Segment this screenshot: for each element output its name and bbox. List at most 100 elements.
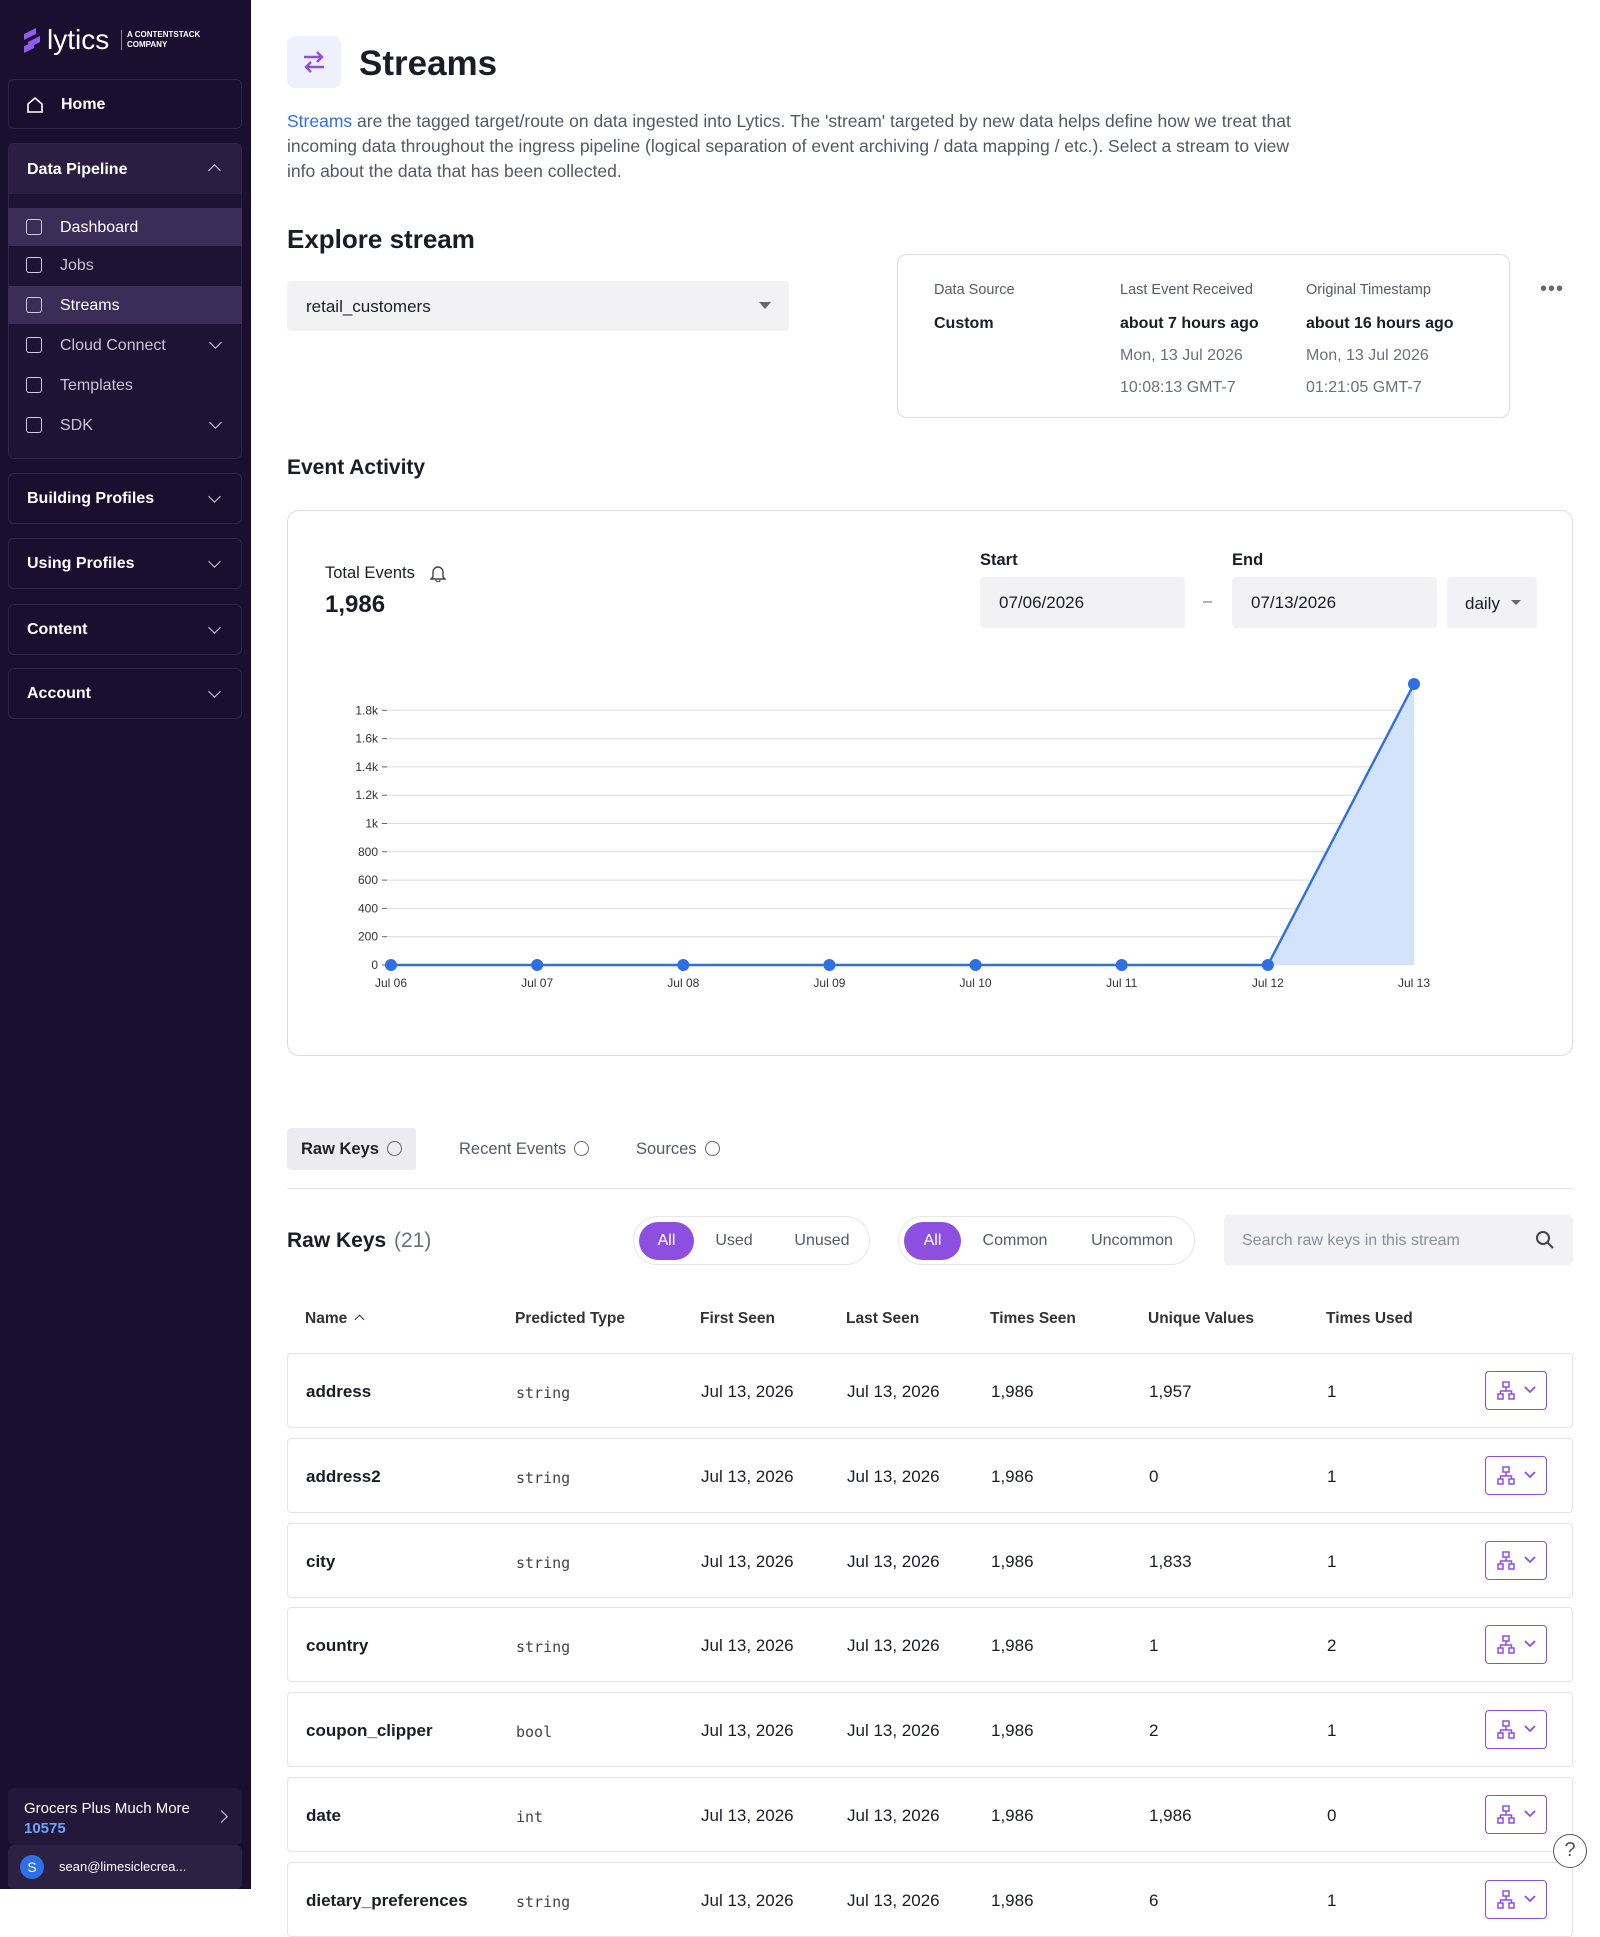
stream-value: retail_customers (306, 297, 431, 316)
sidebar: lytics A CONTENTSTACK COMPANY Home Data … (0, 0, 251, 1889)
stream-select[interactable]: retail_customers (287, 281, 789, 331)
y-tick-label: 800 (358, 845, 378, 859)
streams-icon (304, 51, 324, 73)
table-row: date int Jul 13, 2026 Jul 13, 2026 1,986 1,98… (287, 1777, 1573, 1852)
nav-item[interactable]: Jobs (8, 246, 242, 284)
cell: 1 (1327, 1551, 1337, 1571)
info-time: 10:08:13 GMT-7 (1120, 379, 1236, 396)
nav-item[interactable]: Dashboard (8, 208, 242, 246)
nav-icon (26, 377, 42, 393)
nav-group[interactable]: Account (8, 668, 242, 719)
actions-button[interactable] (1485, 1625, 1547, 1665)
commonality-filter: All Common Uncommon (898, 1216, 1195, 1265)
cell: string (516, 1638, 571, 1657)
usage-filter: All Used Unused (633, 1216, 870, 1265)
tab[interactable]: Raw Keys (287, 1128, 416, 1170)
more-menu[interactable]: ••• (1540, 278, 1565, 300)
actions-button[interactable] (1485, 1540, 1547, 1580)
x-tick-label: Jul 12 (1252, 976, 1284, 990)
actions-button[interactable] (1485, 1455, 1547, 1495)
docs-link[interactable]: Streams (287, 111, 353, 131)
stream-info-card: Data Source Custom Last Event Received abou… (897, 254, 1510, 418)
info-date: Mon, 13 Jul 2026 (1306, 347, 1429, 364)
filter-pill[interactable]: All (904, 1222, 961, 1260)
raw-keys-title: Raw Keys (287, 1229, 387, 1252)
info-label: Last Event Received (1120, 282, 1253, 298)
group-label: Data Pipeline (27, 161, 128, 178)
filter-pill[interactable]: Common (982, 1232, 1048, 1249)
filter-pill[interactable]: Unused (794, 1232, 850, 1249)
avatar: S (20, 1855, 44, 1879)
tab-label: Recent Events (459, 1140, 567, 1158)
cell: Jul 13, 2026 (701, 1636, 794, 1656)
point (385, 959, 397, 971)
help-icon (574, 1141, 590, 1156)
y-tick-label: 1.8k (355, 703, 379, 717)
filter-pill[interactable]: All (639, 1222, 694, 1260)
point (1261, 959, 1274, 971)
table-row: dietary_preferences string Jul 13, 2026 Jul… (287, 1861, 1573, 1937)
home-icon (27, 96, 43, 113)
info-value: about 7 hours ago (1120, 315, 1259, 332)
column-header: Times Used (1326, 1310, 1413, 1327)
logo-icon (24, 28, 40, 53)
x-tick-label: Jul 06 (375, 976, 407, 990)
column-header: Unique Values (1148, 1310, 1254, 1327)
nav-item[interactable]: Streams (8, 286, 242, 324)
cell: Jul 13, 2026 (847, 1466, 940, 1486)
actions-button[interactable] (1485, 1710, 1547, 1750)
brand: lytics (47, 24, 110, 55)
search-input[interactable]: Search raw keys in this stream (1224, 1215, 1573, 1265)
info-label: Data Source (934, 282, 1015, 298)
cell: 1 (1327, 1382, 1337, 1401)
filter-pill[interactable]: Uncommon (1091, 1232, 1173, 1249)
actions-button[interactable] (1485, 1795, 1547, 1834)
cell: 1,986 (991, 1551, 1034, 1571)
nav-group[interactable]: Building Profiles (8, 473, 242, 524)
home-label: Home (61, 96, 106, 113)
point (531, 959, 544, 971)
nav-icon (26, 417, 42, 433)
point (969, 959, 982, 971)
caret (1511, 600, 1521, 605)
cell: 1,957 (1149, 1382, 1192, 1401)
home-item[interactable]: Home (8, 79, 242, 129)
chart: 0 200 400 600 800 1k 1.2k 1.4k 1.6k 1.8k Jul 06 Jul… (355, 677, 1430, 990)
caret (759, 302, 771, 309)
actions-button[interactable] (1485, 1371, 1547, 1410)
help-button[interactable]: ? (1553, 1834, 1587, 1868)
user[interactable]: S sean@limesiclecrea... (8, 1845, 242, 1889)
account-switcher[interactable]: Grocers Plus Much More 10575 (8, 1788, 242, 1845)
nav-group[interactable]: Content (8, 604, 242, 655)
nav-group[interactable]: Using Profiles (8, 538, 242, 589)
x-tick-label: Jul 13 (1398, 976, 1430, 990)
group-header[interactable] (9, 144, 241, 194)
tab[interactable]: Sources (622, 1128, 734, 1170)
cell: 1 (1149, 1636, 1159, 1656)
separator: – (1203, 593, 1212, 610)
raw-keys-count: (21) (394, 1229, 432, 1252)
cell: address (306, 1382, 372, 1401)
start-date[interactable]: 07/06/2026 (980, 577, 1185, 628)
nav-item[interactable]: Templates (8, 366, 242, 404)
actions-button[interactable] (1485, 1879, 1547, 1919)
filter-pill[interactable]: Used (715, 1232, 753, 1249)
page-title: Streams (359, 44, 498, 83)
cell: Jul 13, 2026 (701, 1890, 794, 1910)
nav-item[interactable]: Cloud Connect (8, 326, 242, 364)
column-header: Predicted Type (515, 1310, 625, 1327)
cell: Jul 13, 2026 (701, 1382, 794, 1401)
bell-icon (430, 566, 446, 582)
group-label: Content (27, 621, 88, 638)
total-value: 1,986 (325, 591, 386, 618)
end-date[interactable]: 07/13/2026 (1232, 577, 1437, 628)
nav-item[interactable]: SDK (8, 406, 242, 444)
table-row: coupon_clipper bool Jul 13, 2026 Jul 13, 20… (287, 1692, 1573, 1768)
cell: 2 (1327, 1636, 1337, 1656)
activity-card: Total Events 1,986 Start 07/06/2026 – En… (287, 510, 1573, 1056)
interval-select[interactable]: daily (1447, 577, 1537, 628)
column-header[interactable]: Name (305, 1310, 348, 1327)
tab[interactable]: Recent Events (445, 1128, 603, 1170)
cell: dietary_preferences (306, 1890, 468, 1910)
